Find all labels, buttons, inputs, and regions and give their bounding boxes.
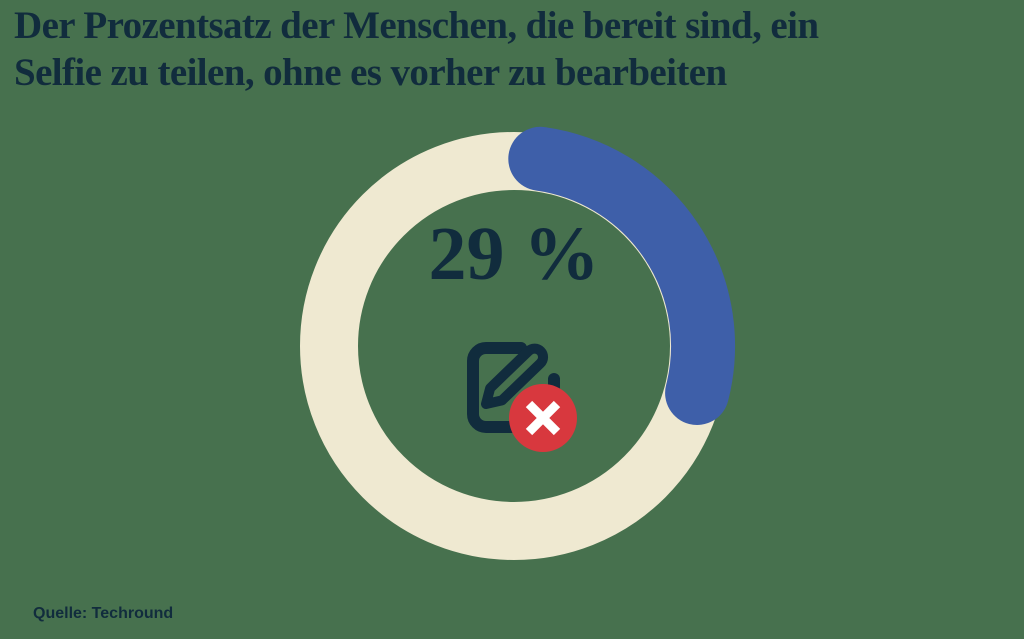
selfie-edit-icon [467,342,577,452]
donut-progress-arc [508,126,736,425]
source-caption: Quelle: Techround [33,605,174,622]
donut-percent-label: 29 % [428,212,600,296]
chart-title-line2: Selfie zu teilen, ohne es vorher zu bear… [14,51,727,94]
chart-title: Der Prozentsatz der Menschen, die bereit… [14,2,974,96]
donut-chart [300,126,736,560]
pencil-icon [481,343,549,409]
chart-title-line1: Der Prozentsatz der Menschen, die bereit… [14,4,819,47]
x-badge-cross-icon [525,400,561,436]
edit-square-icon [467,342,527,433]
